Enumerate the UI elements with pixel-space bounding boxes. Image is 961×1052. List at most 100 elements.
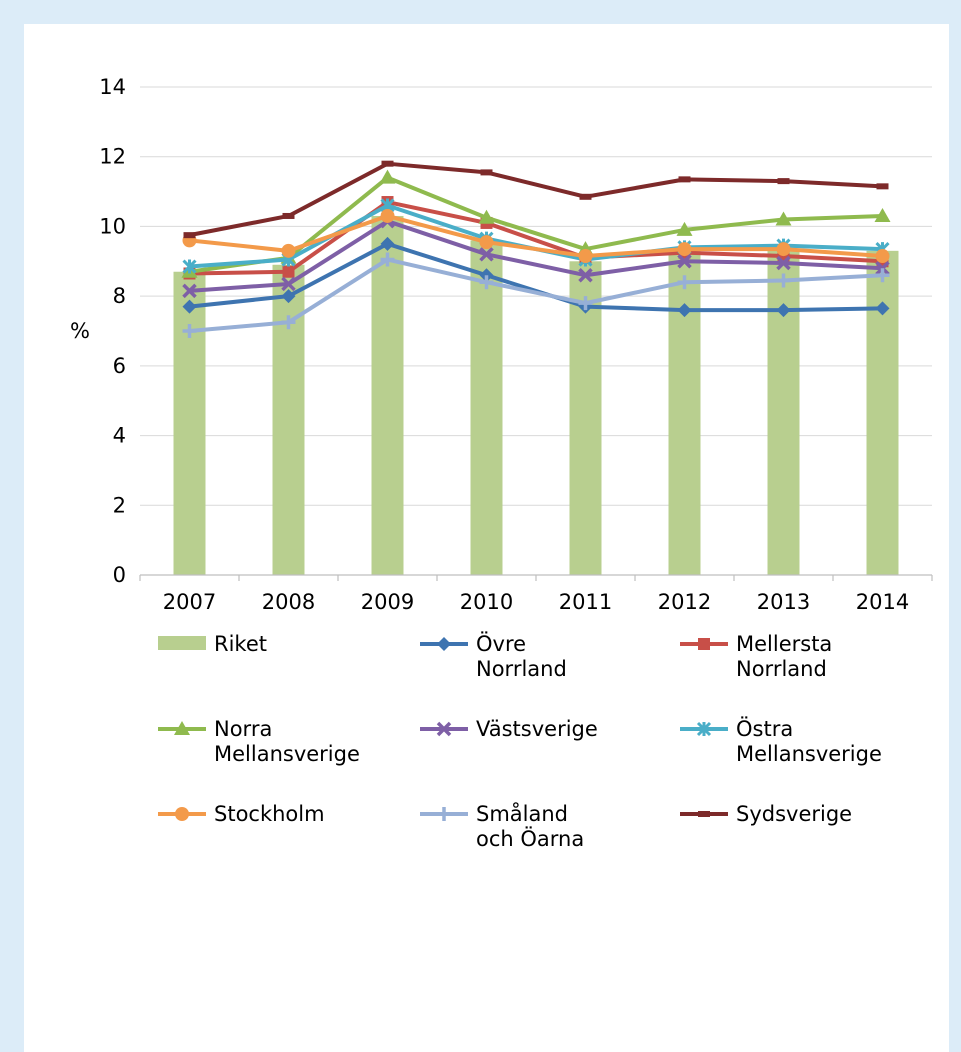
data-point-övre-norrland — [875, 301, 890, 316]
legend-label: Norra Mellansverige — [214, 717, 360, 766]
legend-item-sydsverige: Sydsverige — [680, 802, 852, 826]
x-tick-label: 2010 — [460, 590, 513, 614]
bar-riket-2010 — [470, 240, 503, 575]
x-axis: 2007 2008 2009 2010 2011 2012 2013 2014 — [139, 574, 933, 614]
legend-marker — [175, 807, 189, 821]
legend-marker — [696, 721, 712, 737]
legend-label: Sydsverige — [736, 802, 852, 826]
data-point-övre-norrland — [182, 299, 197, 314]
data-point-sydsverige — [678, 176, 691, 183]
chart-panel: 0 2 4 6 8 10 12 14 % 2007 2008 2009 2010 2011 2012 20… — [24, 24, 949, 1052]
legend-marker — [437, 637, 451, 651]
data-point-övre-norrland — [677, 303, 692, 318]
y-tick-label: 10 — [99, 214, 126, 238]
y-tick-label: 8 — [113, 284, 126, 308]
x-tick-label: 2007 — [163, 590, 216, 614]
series-småland-och-öarna — [182, 252, 890, 338]
x-tick-label: 2011 — [559, 590, 612, 614]
data-point-västsverige — [281, 276, 296, 292]
legend-item-småland-och-öarna: Småland och Öarna — [420, 801, 584, 851]
bar-riket-2014 — [866, 250, 899, 576]
x-tick-label: 2013 — [757, 590, 810, 614]
y-tick-label: 2 — [113, 493, 126, 517]
data-point-stockholm — [479, 235, 494, 250]
data-point-västsverige — [776, 255, 791, 271]
legend-label: Östra Mellansverige — [736, 716, 882, 766]
legend-marker — [698, 811, 710, 817]
data-point-övre-norrland — [776, 303, 791, 318]
data-point-västsverige — [578, 267, 593, 283]
data-point-östra-mellansverige — [182, 259, 197, 274]
data-point-västsverige — [182, 283, 197, 299]
y-axis-title: % — [70, 319, 90, 343]
data-point-stockholm — [380, 208, 395, 223]
y-tick-label: 0 — [113, 563, 126, 587]
legend-item-mellersta-norrland: Mellersta Norrland — [680, 632, 832, 681]
data-point-stockholm — [875, 249, 890, 264]
x-tick-label: 2008 — [262, 590, 315, 614]
data-point-småland-och-öarna — [776, 273, 791, 288]
series-line-stockholm — [189, 213, 883, 259]
data-point-övre-norrland — [281, 289, 296, 304]
legend-item-stockholm: Stockholm — [158, 802, 325, 826]
data-point-stockholm — [281, 243, 296, 258]
data-point-norra-mellansverige — [478, 209, 495, 224]
x-tick-label: 2012 — [658, 590, 711, 614]
data-point-sydsverige — [381, 160, 394, 167]
data-point-övre-norrland — [380, 236, 395, 251]
data-point-norra-mellansverige — [676, 221, 693, 236]
bar-riket-2012 — [668, 250, 701, 576]
data-point-sydsverige — [183, 232, 196, 239]
legend-item-riket: Riket — [158, 632, 267, 656]
data-point-mellersta-norrland — [282, 265, 295, 278]
legend: Riket Övre Norrland Mellersta Norrland Norra M… — [158, 631, 882, 851]
data-point-småland-och-öarna — [677, 275, 692, 290]
legend-label: Övre Norrland — [476, 631, 567, 681]
bar-series-riket — [173, 215, 899, 576]
legend-marker — [698, 638, 710, 650]
legend-swatch — [158, 636, 206, 650]
bar-riket-2009 — [371, 215, 404, 575]
y-axis-ticks: 0 2 4 6 8 10 12 14 — [99, 75, 126, 587]
bar-riket-2008 — [272, 264, 305, 575]
data-point-västsverige — [677, 254, 692, 269]
data-point-stockholm — [578, 249, 593, 264]
series-line-västsverige — [189, 219, 883, 293]
y-tick-label: 14 — [99, 75, 126, 99]
data-point-stockholm — [776, 242, 791, 257]
data-point-småland-och-öarna — [479, 275, 494, 290]
data-point-sydsverige — [777, 178, 790, 185]
data-point-småland-och-öarna — [281, 315, 296, 330]
legend-marker — [174, 721, 190, 735]
legend-marker — [436, 721, 452, 737]
data-point-västsverige — [479, 247, 494, 262]
y-tick-label: 4 — [113, 424, 126, 448]
legend-item-västsverige: Västsverige — [420, 717, 598, 741]
data-point-småland-och-öarna — [578, 296, 593, 311]
data-point-småland-och-öarna — [875, 268, 890, 283]
data-point-sydsverige — [876, 183, 889, 190]
legend-label: Stockholm — [214, 802, 325, 826]
x-tick-label: 2009 — [361, 590, 414, 614]
data-point-norra-mellansverige — [379, 169, 396, 184]
legend-item-norra-mellansverige: Norra Mellansverige — [158, 717, 360, 766]
bar-riket-2013 — [767, 250, 800, 576]
data-point-sydsverige — [480, 169, 493, 176]
series-line-mellersta-norrland — [189, 200, 883, 276]
series-line-sydsverige — [189, 161, 883, 238]
data-point-sydsverige — [579, 193, 592, 200]
data-point-stockholm — [677, 242, 692, 257]
data-point-småland-och-öarna — [380, 252, 395, 267]
gridlines — [140, 86, 932, 506]
legend-label: Riket — [214, 632, 267, 656]
series-sydsverige — [183, 160, 889, 239]
legend-marker — [437, 807, 451, 821]
series-stockholm — [182, 208, 890, 264]
y-tick-label: 12 — [99, 145, 126, 169]
data-point-norra-mellansverige — [775, 211, 792, 226]
legend-label: Småland och Öarna — [476, 801, 584, 851]
line-series — [181, 160, 891, 338]
data-point-norra-mellansverige — [874, 207, 891, 222]
legend-item-övre-norrland: Övre Norrland — [420, 631, 567, 681]
